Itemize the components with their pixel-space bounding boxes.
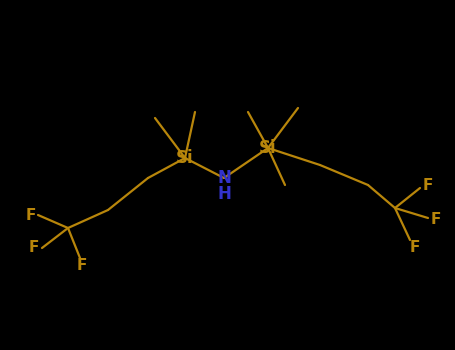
Text: F: F — [26, 208, 36, 223]
Text: F: F — [410, 240, 420, 256]
Text: F: F — [423, 178, 433, 194]
Text: H: H — [217, 185, 231, 203]
Text: Si: Si — [176, 149, 194, 167]
Text: F: F — [77, 259, 87, 273]
Text: F: F — [431, 212, 441, 228]
Text: N: N — [217, 169, 231, 187]
Text: Si: Si — [259, 139, 277, 157]
Text: F: F — [29, 240, 39, 256]
